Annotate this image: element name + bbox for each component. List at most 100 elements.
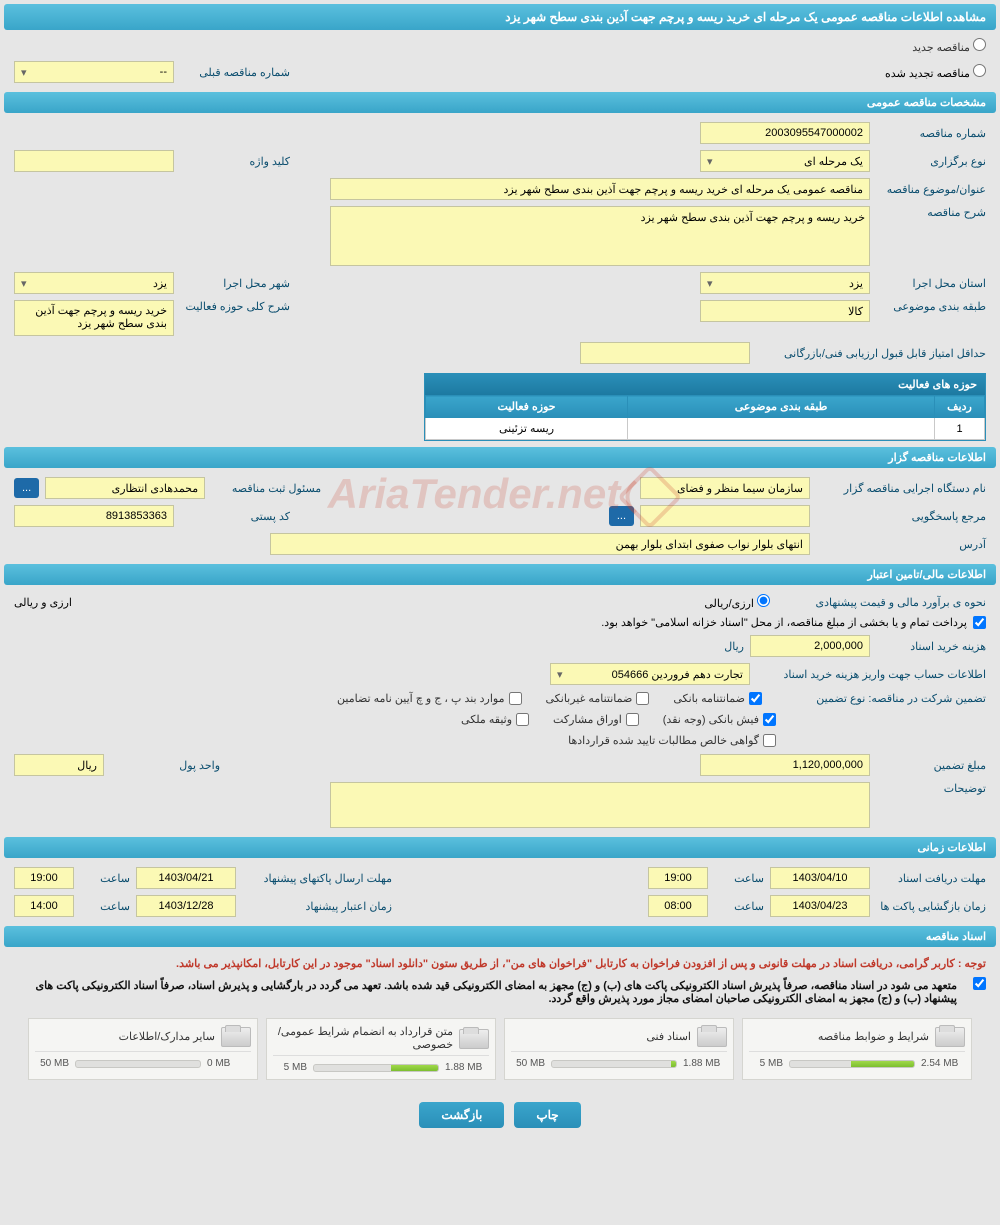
section-timing: اطلاعات زمانی [4,837,996,858]
doc-cost-field[interactable]: 2,000,000 [750,635,870,657]
section-finance: اطلاعات مالی/تامین اعتبار [4,564,996,585]
file-title: سایر مدارک/اطلاعات [35,1030,215,1043]
back-button[interactable]: بازگشت [419,1102,504,1128]
hour-label-2: ساعت [80,872,130,885]
treasury-checkbox[interactable]: پرداخت تمام و یا بخشی از مبلغ مناقصه، از… [601,616,986,629]
org-field[interactable]: سازمان سیما منظر و فضای [640,477,810,499]
province-label: استان محل اجرا [876,277,986,290]
section-general: مشخصات مناقصه عمومی [4,92,996,113]
file-size: 1.88 MB [445,1062,489,1073]
response-ref-field[interactable] [640,505,810,527]
currency-unit-field[interactable]: ریال [14,754,104,776]
docs-commit-checkbox[interactable] [973,977,986,990]
file-progress-fill [851,1061,914,1067]
file-progress-fill [391,1065,438,1071]
org-label: نام دستگاه اجرایی مناقصه گزار [816,482,986,495]
docs-note-red: توجه : کاربر گرامی، دریافت اسناد در مهلت… [4,953,996,974]
chk-securities[interactable]: اوراق مشارکت [553,713,639,726]
city-label: شهر محل اجرا [180,277,290,290]
folder-icon [937,1025,965,1047]
file-card[interactable]: متن قرارداد به انضمام شرایط عمومی/خصوصی 1… [266,1018,496,1080]
print-button[interactable]: چاپ [514,1102,580,1128]
keyword-field[interactable] [14,150,174,172]
prev-number-label: شماره مناقصه قبلی [180,66,290,79]
file-card[interactable]: شرایط و ضوابط مناقصه2.54 MB5 MB [742,1018,972,1080]
response-ref-more-button[interactable]: ... [609,506,634,526]
th-row: ردیف [935,396,985,418]
submit-deadline-label: مهلت ارسال پاکتهای پیشنهاد [242,872,392,885]
guarantee-type-label: تضمین شرکت در مناقصه: نوع تضمین [786,692,986,705]
submit-deadline-time[interactable]: 19:00 [14,867,74,889]
estimate-label: نحوه ی برآورد مالی و قیمت پیشنهادی [776,596,986,609]
tender-number-label: شماره مناقصه [876,127,986,140]
opening-label: زمان بازگشایی پاکت ها [876,900,986,913]
file-card[interactable]: سایر مدارک/اطلاعات0 MB50 MB [28,1018,258,1080]
city-select[interactable]: یزد [14,272,174,294]
table-row: 1 ریسه تزئینی [426,418,985,440]
file-card[interactable]: اسناد فنی 1.88 MB 50 MB [504,1018,734,1080]
account-select[interactable]: تجارت دهم فروردین 054666 [550,663,750,685]
currency-rial-radio[interactable]: ارزی/ریالی [704,594,770,610]
chk-bank-guarantee[interactable]: ضمانتنامه بانکی [673,692,762,705]
file-title: شرایط و ضوابط مناقصه [749,1030,929,1043]
explanation-textarea[interactable] [330,782,870,828]
category-label: طبقه بندی موضوعی [876,300,986,313]
cell-cat [628,418,935,440]
hold-type-select[interactable]: یک مرحله ای [700,150,870,172]
activity-table-title: حوزه های فعالیت [425,374,985,395]
file-progress-track [551,1060,677,1068]
currency-both-radio[interactable]: ارزی و ریالی [14,596,72,609]
radio-new-tender[interactable]: مناقصه جدید [912,42,986,54]
validity-date[interactable]: 1403/12/28 [136,895,236,917]
opening-time[interactable]: 08:00 [648,895,708,917]
section-client: اطلاعات مناقصه گزار [4,447,996,468]
file-max: 50 MB [511,1058,545,1069]
currency-unit-label: واحد پول [110,759,220,772]
folder-icon [461,1027,489,1049]
receive-deadline-date[interactable]: 1403/04/10 [770,867,870,889]
docs-note-black: متعهد می شود در اسناد مناقصه، صرفاً پذیر… [14,977,967,1007]
file-progress-fill [671,1061,676,1067]
reg-official-field[interactable]: محمدهادی انتظاری [45,477,205,499]
page-title: مشاهده اطلاعات مناقصه عمومی یک مرحله ای … [4,4,996,30]
reg-official-label: مسئول ثبت مناقصه [211,482,321,495]
file-title: متن قرارداد به انضمام شرایط عمومی/خصوصی [273,1025,453,1051]
submit-deadline-date[interactable]: 1403/04/21 [136,867,236,889]
title-label: عنوان/موضوع مناقصه [876,183,986,196]
chk-receivables[interactable]: گواهی خالص مطالبات تایید شده قراردادها [568,734,776,747]
chk-property[interactable]: وثیقه ملکی [461,713,529,726]
doc-cost-label: هزینه خرید اسناد [876,640,986,653]
file-title: اسناد فنی [511,1030,691,1043]
opening-date[interactable]: 1403/04/23 [770,895,870,917]
validity-time[interactable]: 14:00 [14,895,74,917]
prev-number-select[interactable]: -- [14,61,174,83]
title-field[interactable]: مناقصه عمومی یک مرحله ای خرید ریسه و پرچ… [330,178,870,200]
category-field[interactable]: کالا [700,300,870,322]
file-size: 0 MB [207,1058,251,1069]
radio-renewed-tender[interactable]: مناقصه تجدید شده [885,64,986,80]
cell-act: ریسه تزئینی [426,418,628,440]
chk-nonbank-guarantee[interactable]: ضمانتنامه غیربانکی [546,692,650,705]
reg-official-more-button[interactable]: ... [14,478,39,498]
tender-number-field: 2003095547000002 [700,122,870,144]
receive-deadline-time[interactable]: 19:00 [648,867,708,889]
cell-idx: 1 [935,418,985,440]
desc-textarea[interactable]: خرید ریسه و پرچم جهت آذین بندی سطح شهر ی… [330,206,870,266]
province-select[interactable]: یزد [700,272,870,294]
chk-bylaw[interactable]: موارد بند پ ، ج و چ آیین نامه تضامین [337,692,521,705]
min-score-field[interactable] [580,342,750,364]
file-size: 2.54 MB [921,1058,965,1069]
section-docs: اسناد مناقصه [4,926,996,947]
keyword-label: کلید واژه [180,155,290,168]
guarantee-amount-field[interactable]: 1,120,000,000 [700,754,870,776]
file-progress-track [789,1060,915,1068]
postal-field[interactable]: 8913853363 [14,505,174,527]
file-size: 1.88 MB [683,1058,727,1069]
folder-icon [699,1025,727,1047]
chk-bank-receipt[interactable]: فیش بانکی (وجه نقد) [663,713,776,726]
radio-renewed-label: مناقصه تجدید شده [885,68,970,80]
activity-scope-field[interactable]: خرید ریسه و پرچم جهت آذین بندی سطح شهر ی… [14,300,174,336]
address-field[interactable]: انتهای بلوار نواب صفوی ابتدای بلوار بهمن [270,533,810,555]
validity-label: زمان اعتبار پیشنهاد [242,900,392,913]
rial-unit-1: ریال [694,640,744,653]
